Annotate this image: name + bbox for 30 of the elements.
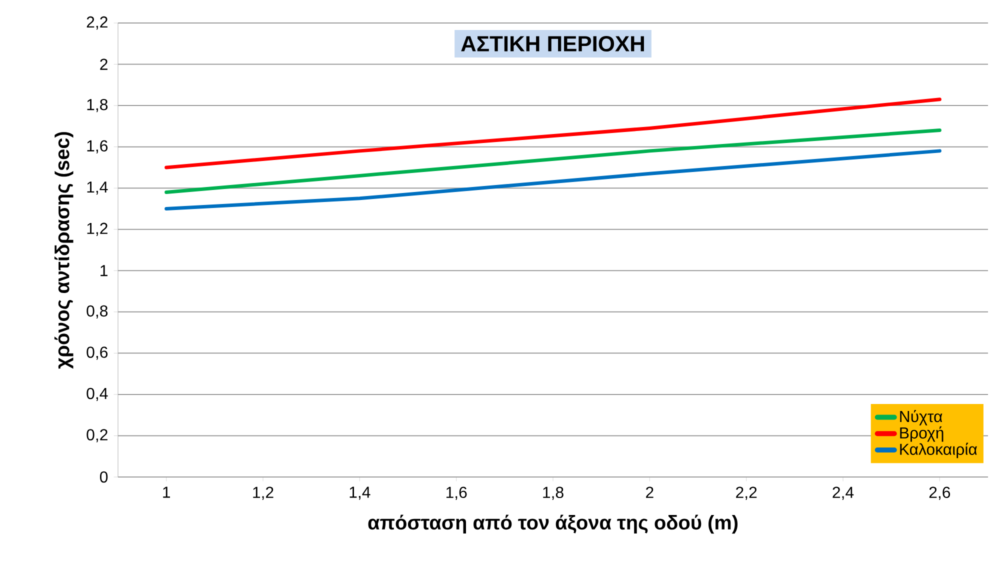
y-tick-label: 1,2 [87,222,108,236]
x-tick-label: 1,2 [253,486,274,500]
x-tick-label: 2 [646,486,654,498]
legend-label: Βροχή [900,426,944,442]
x-tick-label: 2,4 [832,486,854,500]
x-tick-label: 1,8 [543,486,564,500]
x-axis-title: απόσταση από τον άξονα της οδού (m) [368,514,738,534]
y-tick-label: 1,6 [87,140,108,154]
y-tick-label: 0,2 [86,429,108,442]
x-tick-label: 1 [163,486,170,498]
y-tick-label: 0,4 [86,388,108,402]
line-series [164,149,942,210]
y-tick-label: 0,8 [86,305,108,318]
y-tick-label: 2 [100,58,108,70]
y-tick-label: 1,8 [87,98,108,112]
y-tick-label: 2,2 [86,16,108,30]
legend-label: Καλοκαιρία [900,442,977,458]
legend-label: Νύχτα [900,410,942,426]
x-tick-label: 1,6 [446,486,467,500]
y-tick-label: 0,6 [86,346,108,360]
line-series [164,98,942,170]
line-series [164,128,942,194]
y-tick-label: 0 [100,471,108,483]
x-tick-label: 1,4 [350,486,370,500]
y-axis-title: χρόνος αντίδρασης (sec) [54,132,74,369]
x-tick-label: 2,2 [736,486,757,500]
chart-title: ΑΣΤΙΚΗ ΠΕΡΙΟΧΗ [461,36,644,52]
y-tick-label: 1 [100,265,108,276]
y-tick-label: 1,4 [87,182,108,195]
x-tick-label: 2,6 [929,486,950,500]
